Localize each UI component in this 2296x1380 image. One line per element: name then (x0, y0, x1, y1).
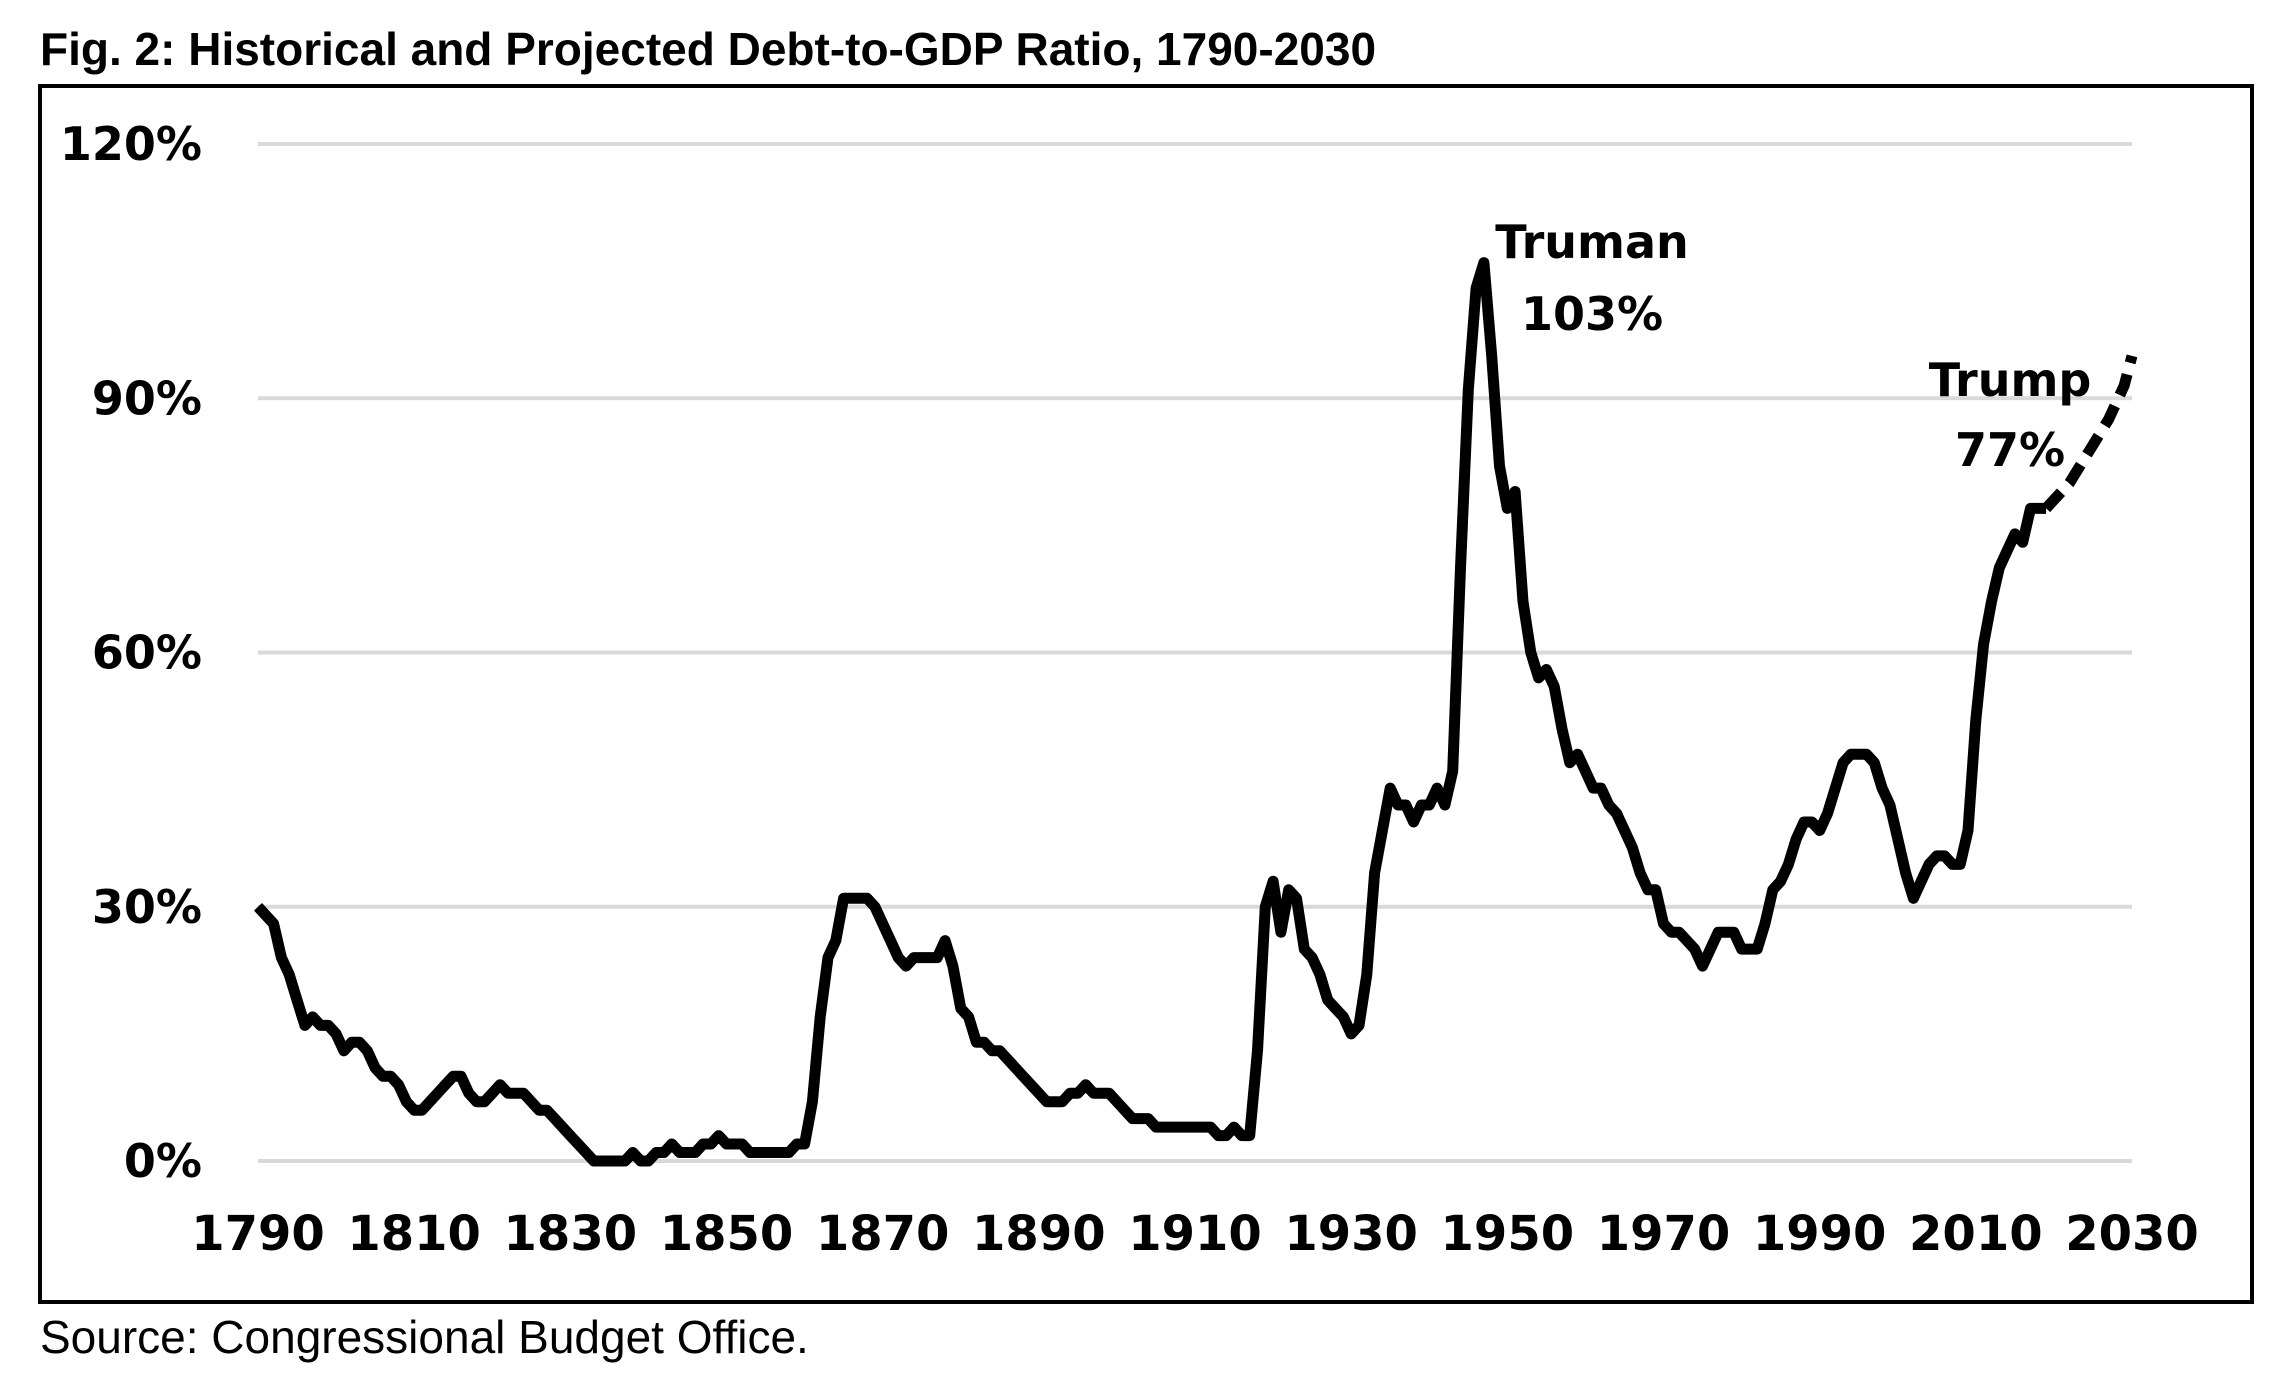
x-tick-label: 2030 (2065, 1206, 2199, 1262)
annotation-trump-value: 77% (1955, 423, 2065, 477)
y-tick-label: 0% (124, 1134, 202, 1188)
x-tick-label: 2010 (1909, 1206, 2043, 1262)
x-tick-label: 1890 (972, 1206, 1106, 1262)
annotation-truman-label: Truman (1495, 215, 1688, 269)
y-tick-label: 90% (92, 371, 202, 425)
annotation-truman-value: 103% (1521, 287, 1663, 341)
x-tick-label: 1950 (1441, 1206, 1575, 1262)
source-note: Source: Congressional Budget Office. (40, 1311, 809, 1363)
x-tick-label: 1810 (347, 1206, 481, 1262)
x-tick-label: 1830 (504, 1206, 638, 1262)
chart-title: Fig. 2: Historical and Projected Debt-to… (40, 23, 1377, 75)
x-tick-label: 1970 (1597, 1206, 1731, 1262)
y-tick-label: 60% (92, 626, 202, 680)
y-tick-label: 30% (92, 880, 202, 934)
x-tick-label: 1930 (1284, 1206, 1418, 1262)
series-line-projected (2042, 354, 2138, 513)
x-tick-label: 1790 (191, 1206, 325, 1262)
annotation-trump-label: Trump (1929, 353, 2092, 407)
x-tick-label: 1990 (1753, 1206, 1887, 1262)
y-tick-label: 120% (60, 117, 202, 171)
x-tick-label: 1910 (1128, 1206, 1262, 1262)
chart-frame (38, 84, 2254, 1304)
x-tick-label: 1850 (660, 1206, 794, 1262)
series-line-historical (253, 257, 2047, 1167)
x-tick-label: 1870 (816, 1206, 950, 1262)
